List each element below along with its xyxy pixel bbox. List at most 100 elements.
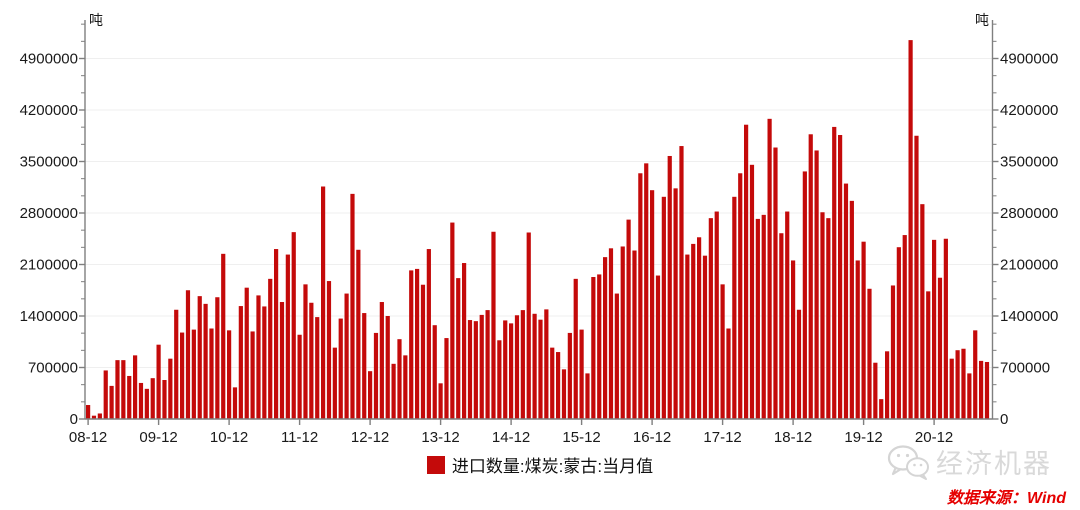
bar — [215, 297, 220, 419]
x-tick-label: 09-12 — [139, 429, 177, 446]
bar — [973, 330, 978, 419]
y-tick-label: 0 — [70, 411, 78, 428]
bar — [156, 344, 161, 419]
bar — [620, 246, 625, 419]
bar — [556, 352, 561, 419]
bar — [479, 314, 484, 419]
y-tick-label: 700000 — [28, 360, 78, 377]
bar — [185, 290, 191, 419]
bar — [926, 291, 931, 419]
bar — [191, 329, 196, 419]
bar — [855, 260, 860, 419]
bar — [362, 313, 367, 419]
bar — [397, 339, 402, 419]
bar — [779, 233, 784, 419]
bar — [168, 358, 173, 419]
bar — [103, 370, 108, 419]
bar — [808, 134, 813, 419]
y-tick-label: 2800000 — [1000, 205, 1058, 222]
bar — [409, 270, 414, 419]
bar — [250, 331, 255, 419]
bar — [203, 303, 208, 419]
bar — [738, 173, 743, 419]
bar — [420, 284, 426, 419]
bar — [755, 218, 760, 419]
bar — [732, 196, 737, 419]
bar — [849, 200, 854, 419]
bar — [262, 306, 267, 419]
bar — [879, 399, 884, 419]
y-tick-label: 2800000 — [20, 205, 78, 222]
bar — [920, 204, 925, 419]
y-axis-labels-right: 0 700000 1400000 2100000 2800000 3500000 42000… — [1000, 51, 1058, 429]
bar — [221, 253, 226, 419]
bar — [573, 278, 578, 419]
bar — [949, 358, 954, 419]
bar — [791, 260, 796, 419]
bar — [908, 40, 913, 420]
bar — [597, 274, 602, 419]
bar — [244, 287, 249, 419]
bar — [450, 222, 455, 419]
bar — [338, 318, 343, 419]
x-tick-label: 14-12 — [492, 429, 530, 446]
bar — [209, 328, 214, 419]
bar — [91, 415, 97, 419]
bar — [138, 382, 144, 419]
x-tick-label: 12-12 — [351, 429, 389, 446]
bar — [326, 281, 332, 419]
bar — [150, 378, 155, 419]
bar — [180, 332, 185, 419]
bar — [967, 373, 972, 419]
bar — [86, 405, 91, 419]
bar — [820, 212, 825, 419]
bar — [767, 118, 772, 419]
bar — [679, 146, 684, 420]
bar — [127, 375, 132, 419]
bar — [843, 183, 849, 419]
y-tick-label: 4200000 — [1000, 102, 1058, 119]
bar — [503, 320, 508, 419]
x-tick-label: 10-12 — [210, 429, 248, 446]
bar — [638, 173, 643, 419]
axes — [84, 20, 994, 420]
bar — [520, 310, 525, 419]
bar — [650, 190, 655, 419]
bar — [256, 295, 261, 419]
bar — [644, 163, 649, 419]
bar — [832, 126, 837, 420]
bar — [279, 302, 285, 419]
bar — [133, 355, 138, 419]
bar — [274, 249, 279, 419]
bar — [814, 150, 819, 419]
y-tick-label: 3500000 — [20, 154, 78, 171]
bar — [655, 275, 661, 419]
bar — [796, 309, 802, 419]
x-tick-label: 18-12 — [774, 429, 812, 446]
bar — [385, 316, 390, 419]
bar — [785, 211, 790, 419]
bar — [550, 347, 555, 419]
wechat-icon — [887, 444, 929, 480]
bar — [890, 285, 896, 419]
bar — [773, 147, 778, 419]
bar — [614, 293, 619, 419]
bar — [714, 211, 719, 419]
watermark-text: 经济机器 — [936, 449, 1052, 479]
bar — [403, 355, 408, 419]
bar — [197, 296, 202, 419]
axis-ticks — [79, 23, 999, 425]
watermark: 经济机器 — [886, 442, 1052, 481]
x-tick-label: 15-12 — [562, 429, 600, 446]
bar — [297, 334, 302, 419]
bar — [344, 293, 349, 419]
y-tick-label: 4900000 — [1000, 51, 1058, 68]
bar — [838, 135, 843, 419]
bar — [561, 369, 567, 419]
y-tick-label: 1400000 — [20, 308, 78, 325]
bar — [667, 155, 672, 420]
x-tick-label: 17-12 — [703, 429, 741, 446]
bar — [514, 315, 520, 419]
